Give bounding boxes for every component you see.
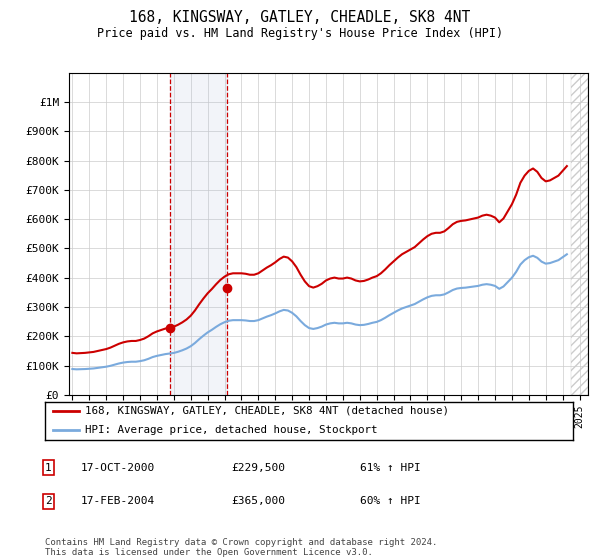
Text: Contains HM Land Registry data © Crown copyright and database right 2024.
This d: Contains HM Land Registry data © Crown c… bbox=[45, 538, 437, 557]
Text: 60% ↑ HPI: 60% ↑ HPI bbox=[360, 496, 421, 506]
Text: 2: 2 bbox=[223, 427, 230, 437]
Text: 17-OCT-2000: 17-OCT-2000 bbox=[81, 463, 155, 473]
Text: £229,500: £229,500 bbox=[231, 463, 285, 473]
Text: 168, KINGSWAY, GATLEY, CHEADLE, SK8 4NT (detached house): 168, KINGSWAY, GATLEY, CHEADLE, SK8 4NT … bbox=[85, 405, 449, 416]
Text: Price paid vs. HM Land Registry's House Price Index (HPI): Price paid vs. HM Land Registry's House … bbox=[97, 27, 503, 40]
Text: 61% ↑ HPI: 61% ↑ HPI bbox=[360, 463, 421, 473]
Text: £365,000: £365,000 bbox=[231, 496, 285, 506]
Bar bbox=[170, 73, 227, 395]
Text: 1: 1 bbox=[167, 427, 173, 437]
Text: 168, KINGSWAY, GATLEY, CHEADLE, SK8 4NT: 168, KINGSWAY, GATLEY, CHEADLE, SK8 4NT bbox=[130, 10, 470, 25]
Text: 1: 1 bbox=[45, 463, 52, 473]
Text: HPI: Average price, detached house, Stockport: HPI: Average price, detached house, Stoc… bbox=[85, 426, 377, 436]
Text: 2: 2 bbox=[45, 496, 52, 506]
Text: 17-FEB-2004: 17-FEB-2004 bbox=[81, 496, 155, 506]
